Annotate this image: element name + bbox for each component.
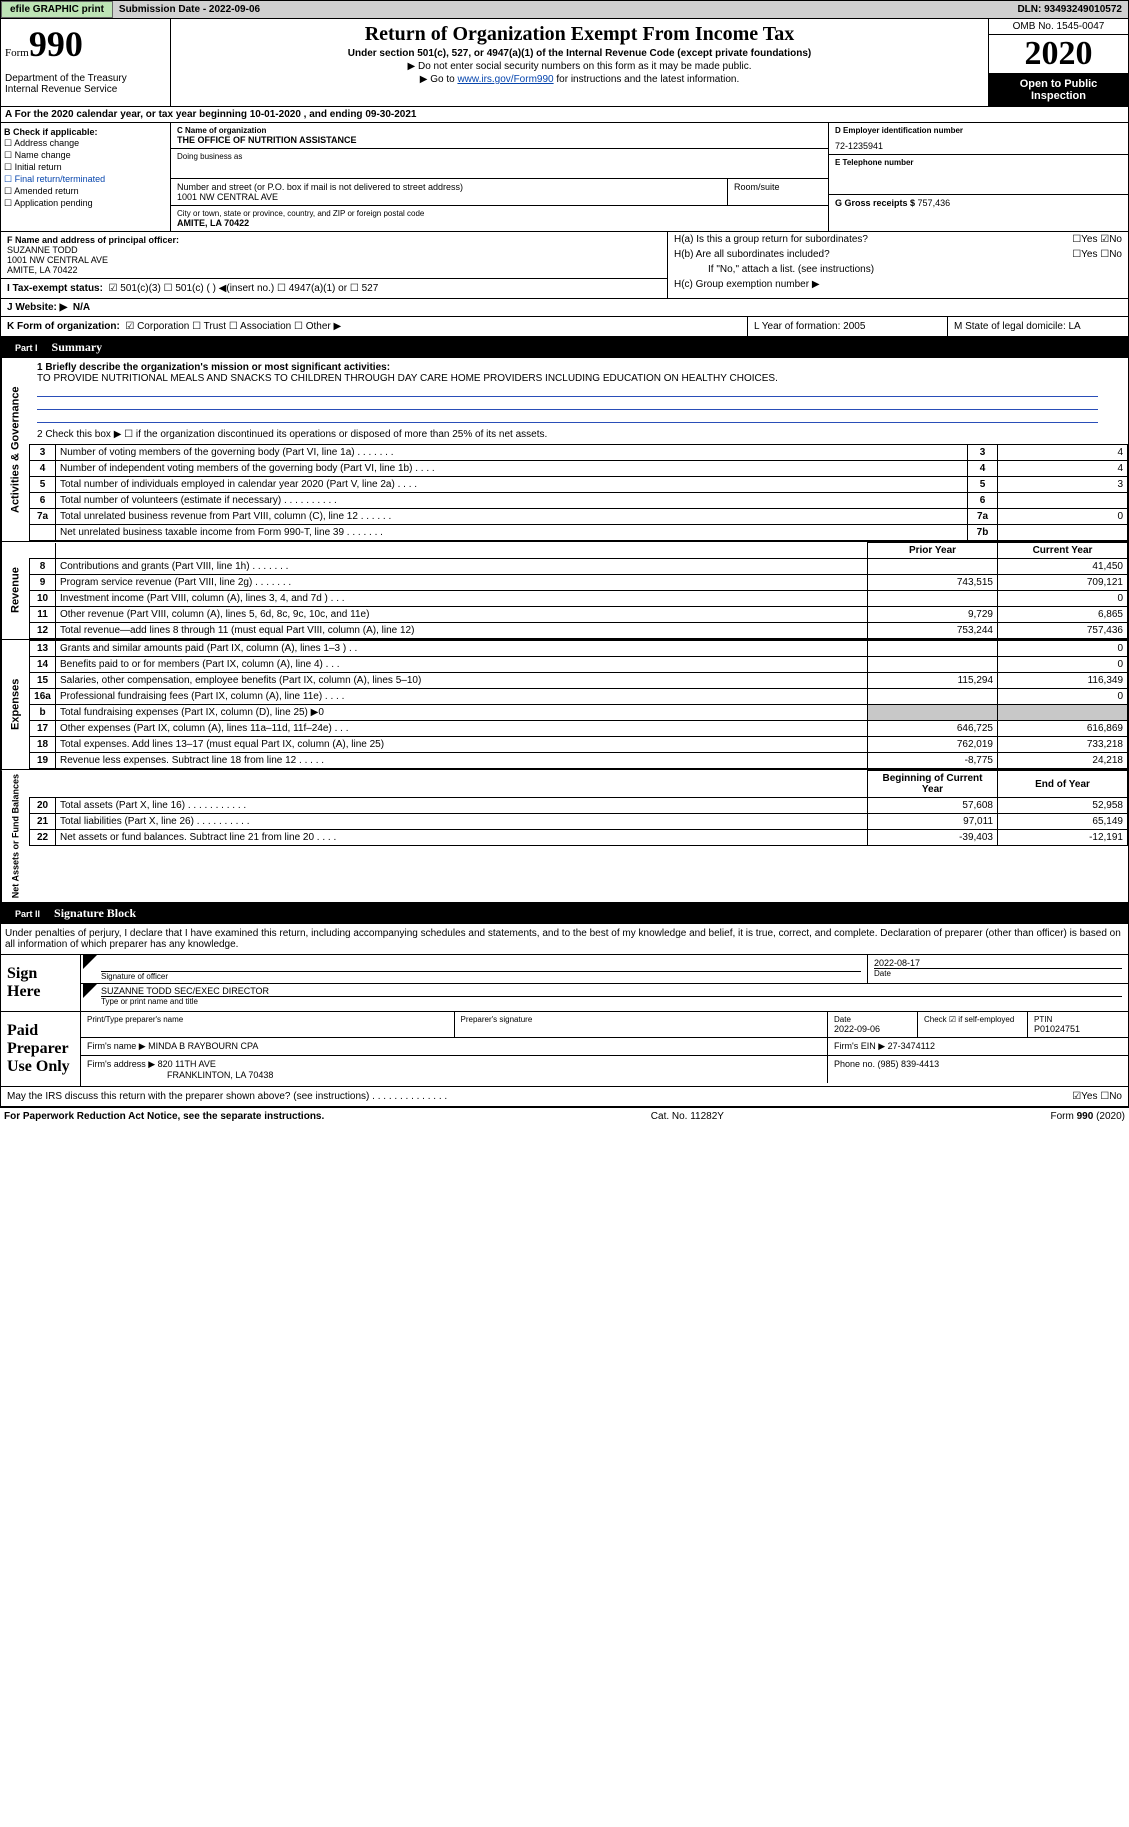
k-lm-row: K Form of organization: ☑ Corporation ☐ …	[0, 317, 1129, 337]
revenue-table: Prior YearCurrent Year8Contributions and…	[29, 542, 1128, 639]
sig-intro: Under penalties of perjury, I declare th…	[0, 924, 1129, 955]
state-domicile: M State of legal domicile: LA	[948, 317, 1128, 336]
form-footer: Form 990 (2020)	[1051, 1111, 1125, 1122]
form-number-cell: Form990 Department of the Treasury Inter…	[1, 19, 171, 106]
ha-answer: ☐Yes ☑No	[1072, 234, 1122, 245]
firm-name: MINDA B RAYBOURN CPA	[148, 1041, 258, 1051]
website-row: J Website: ▶ N/A	[0, 299, 1129, 317]
hb-answer: ☐Yes ☐No	[1072, 249, 1122, 260]
expenses-section: Expenses 13Grants and similar amounts pa…	[0, 640, 1129, 770]
dln-label: DLN: 93493249010572	[1011, 2, 1128, 17]
side-governance: Activities & Governance	[1, 358, 29, 541]
discuss-row: May the IRS discuss this return with the…	[0, 1087, 1129, 1107]
side-netassets: Net Assets or Fund Balances	[1, 770, 29, 902]
officer-name-title: SUZANNE TODD SEC/EXEC DIRECTOR	[101, 986, 1122, 996]
mission-text: TO PROVIDE NUTRITIONAL MEALS AND SNACKS …	[37, 373, 1098, 384]
department-label: Department of the Treasury Internal Reve…	[5, 73, 166, 95]
discuss-answer: ☑Yes ☐No	[1072, 1091, 1122, 1102]
expenses-table: 13Grants and similar amounts paid (Part …	[29, 640, 1128, 769]
right-info-column: D Employer identification number 72-1235…	[828, 123, 1128, 231]
top-bar: efile GRAPHIC print Submission Date - 20…	[0, 0, 1129, 19]
year-cell: OMB No. 1545-0047 2020 Open to Public In…	[988, 19, 1128, 106]
side-revenue: Revenue	[1, 542, 29, 639]
firm-ein: 27-3474112	[888, 1041, 935, 1051]
form-subtitle: Under section 501(c), 527, or 4947(a)(1)…	[175, 48, 984, 59]
title-cell: Return of Organization Exempt From Incom…	[171, 19, 988, 106]
side-expenses: Expenses	[1, 640, 29, 769]
pra-notice: For Paperwork Reduction Act Notice, see …	[4, 1111, 324, 1122]
submission-label: Submission Date - 2022-09-06	[113, 2, 266, 17]
part2-header: Part II Signature Block	[0, 903, 1129, 924]
irs-link[interactable]: www.irs.gov/Form990	[457, 74, 553, 85]
org-street: 1001 NW CENTRAL AVE	[177, 192, 721, 202]
org-name: THE OFFICE OF NUTRITION ASSISTANCE	[177, 135, 822, 145]
officer-name: SUZANNE TODD	[7, 245, 661, 255]
note-link: ▶ Go to www.irs.gov/Form990 for instruct…	[175, 74, 984, 85]
part1-header: Part I Summary	[0, 337, 1129, 358]
netassets-section: Net Assets or Fund Balances Beginning of…	[0, 770, 1129, 903]
firm-phone: (985) 839-4413	[878, 1059, 940, 1069]
ein: 72-1235941	[835, 141, 1122, 151]
org-info-column: C Name of organization THE OFFICE OF NUT…	[171, 123, 828, 231]
gross-receipts: 757,436	[918, 198, 951, 208]
officer-h-section: F Name and address of principal officer:…	[0, 232, 1129, 299]
tax-year: 2020	[989, 35, 1128, 74]
org-city: AMITE, LA 70422	[177, 218, 822, 228]
revenue-section: Revenue Prior YearCurrent Year8Contribut…	[0, 542, 1129, 640]
cat-number: Cat. No. 11282Y	[651, 1111, 724, 1122]
firm-address: 820 11TH AVE	[158, 1059, 216, 1069]
form-title: Return of Organization Exempt From Incom…	[175, 23, 984, 46]
open-inspection: Open to Public Inspection	[989, 74, 1128, 106]
paid-preparer-label: Paid Preparer Use Only	[1, 1012, 81, 1086]
netassets-table: Beginning of Current YearEnd of Year20To…	[29, 770, 1128, 846]
section-b: B Check if applicable: ☐ Address change …	[0, 123, 1129, 232]
sign-here-block: Sign Here Signature of officer 2022-08-1…	[0, 955, 1129, 1012]
year-formation: L Year of formation: 2005	[748, 317, 948, 336]
governance-table: 3Number of voting members of the governi…	[29, 444, 1128, 541]
paid-preparer-block: Paid Preparer Use Only Print/Type prepar…	[0, 1012, 1129, 1087]
form-header: Form990 Department of the Treasury Inter…	[0, 19, 1129, 107]
sign-here-label: Sign Here	[1, 955, 81, 1011]
efile-button[interactable]: efile GRAPHIC print	[1, 1, 113, 18]
line-a: A For the 2020 calendar year, or tax yea…	[0, 107, 1129, 123]
omb-number: OMB No. 1545-0047	[989, 19, 1128, 35]
sig-date: 2022-08-17	[874, 958, 1122, 968]
check-b-column: B Check if applicable: ☐ Address change …	[1, 123, 171, 231]
ptin: P01024751	[1034, 1024, 1122, 1034]
note-ssn: ▶ Do not enter social security numbers o…	[175, 61, 984, 72]
governance-section: Activities & Governance 1 Briefly descri…	[0, 358, 1129, 542]
footer: For Paperwork Reduction Act Notice, see …	[0, 1107, 1129, 1125]
